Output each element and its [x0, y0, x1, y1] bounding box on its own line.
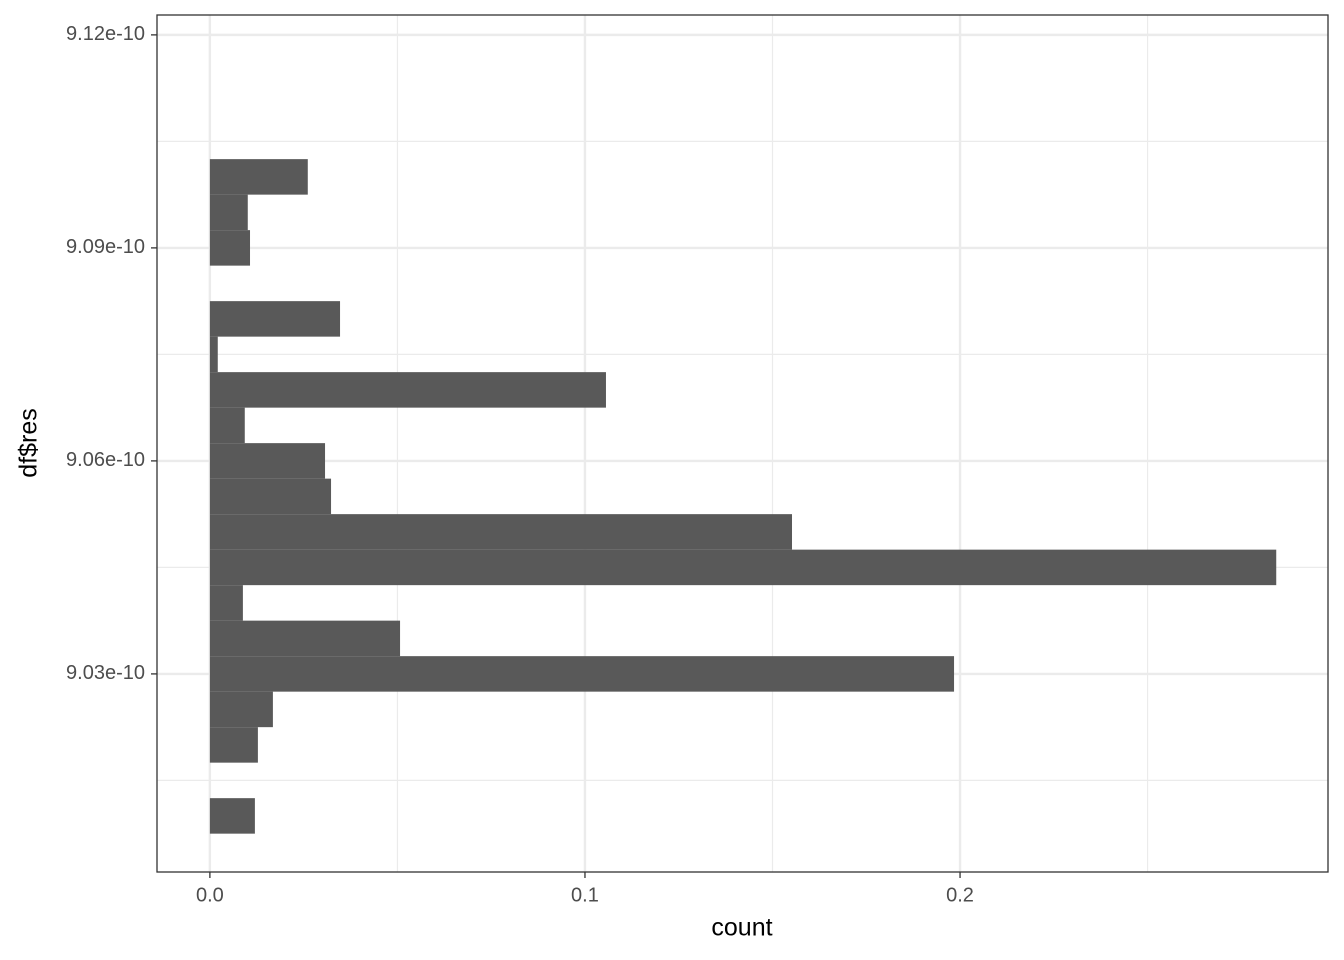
bar [209, 194, 248, 231]
x-tick-label: 0.2 [946, 884, 974, 906]
x-axis-title: count [711, 914, 772, 942]
bar [209, 443, 326, 479]
y-axis-title: df$res [15, 408, 43, 477]
bar [209, 691, 273, 728]
bar [209, 230, 251, 266]
bar [209, 336, 218, 373]
bar [209, 514, 793, 550]
y-tick-label: 9.09e-10 [66, 236, 145, 258]
x-tick-label: 0.0 [196, 884, 224, 906]
bar [209, 478, 332, 515]
panel-border [156, 14, 1329, 873]
bar [209, 159, 308, 195]
bar [209, 372, 606, 408]
y-tick-label: 9.03e-10 [66, 662, 145, 684]
bar [209, 549, 1277, 586]
y-tick-label: 9.06e-10 [66, 449, 145, 471]
bar [209, 301, 341, 337]
bar [209, 727, 258, 763]
bar [209, 798, 255, 834]
bar [209, 407, 245, 444]
bars [209, 159, 1277, 834]
x-tick-label: 0.1 [571, 884, 599, 906]
bar [209, 620, 401, 657]
axes: 0.0 0.1 0.2 9.03e-10 9.06e-10 9.09e-10 9.12e-1… [66, 23, 974, 906]
bar [209, 656, 955, 692]
y-tick-label: 9.12e-10 [66, 23, 145, 45]
bar [209, 585, 243, 621]
